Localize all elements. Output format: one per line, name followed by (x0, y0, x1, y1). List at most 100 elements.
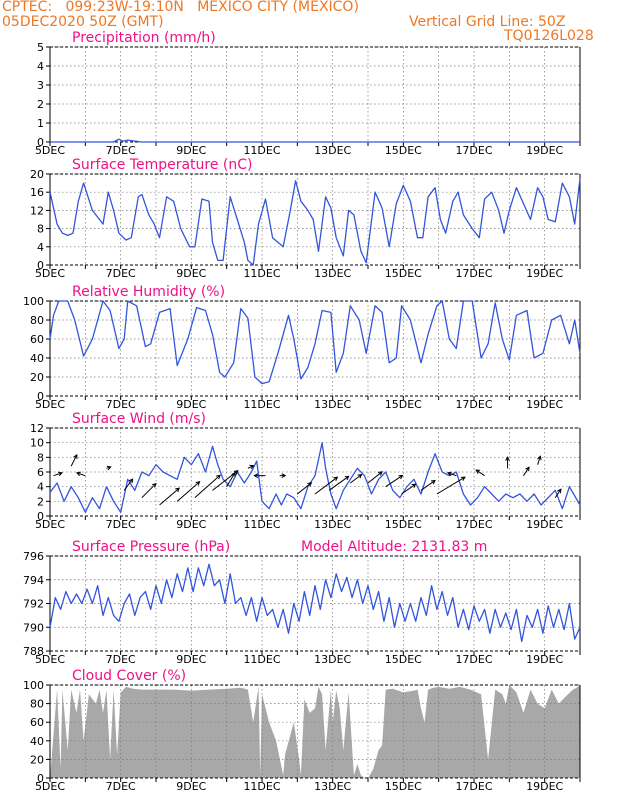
wind-ytick-label: 6 (37, 466, 44, 479)
cloud-xtick-label: 5DEC (35, 780, 65, 793)
temp-ytick-label: 4 (37, 241, 44, 254)
cloud-ytick-label: 20 (30, 753, 44, 766)
wind-vector (447, 472, 457, 477)
rh-xtick-label: 5DEC (35, 398, 65, 411)
pres-xtick-label: 19DEC (526, 653, 563, 666)
cloud-ytick-label: 60 (30, 716, 44, 729)
wind-vector (159, 487, 180, 506)
precip-title: Precipitation (mm/h) (72, 30, 216, 46)
wind-vector-head (333, 476, 339, 482)
wind-vector (350, 474, 362, 484)
rh-ytick-label: 20 (30, 371, 44, 384)
pres-ytick-label: 794 (23, 574, 44, 587)
rh-series-line (49, 300, 581, 385)
rh-ytick-label: 40 (30, 352, 44, 365)
temp-xtick-label: 13DEC (314, 267, 351, 280)
pres-title: Surface Pressure (hPa) (72, 539, 230, 555)
wind-vector (176, 481, 200, 502)
pres-xtick-label: 17DEC (455, 653, 492, 666)
wind-ytick-label: 12 (30, 422, 44, 435)
rh-xtick-label: 15DEC (385, 398, 422, 411)
rh-ytick-label: 80 (30, 314, 44, 327)
rh-title: Relative Humidity (%) (72, 284, 225, 300)
wind-vector (76, 472, 86, 477)
pres-series-line (49, 563, 581, 643)
rh-xtick-label: 19DEC (526, 398, 563, 411)
wind-vector (53, 472, 63, 477)
wind-vector (436, 476, 466, 495)
rh-ytick-label: 60 (30, 333, 44, 346)
pres-xtick-label: 13DEC (314, 653, 351, 666)
cloud-ytick-label: 0 (37, 772, 44, 785)
wind-vector (247, 465, 254, 469)
precip-ytick-label: 3 (37, 79, 44, 92)
precip-ytick-label: 5 (37, 41, 44, 54)
wind-vector-head (73, 454, 78, 459)
rh-xtick-label: 17DEC (455, 398, 492, 411)
wind-xtick-label: 17DEC (455, 518, 492, 531)
precip-xtick-label: 5DEC (35, 144, 65, 157)
wind-vector-head (377, 471, 383, 476)
pres-subtitle: Model Altitude: 2131.83 m (301, 539, 487, 555)
pres-ytick-label: 788 (23, 645, 44, 658)
wind-xtick-label: 19DEC (526, 518, 563, 531)
wind-ytick-label: 2 (37, 495, 44, 508)
pres-ytick-label: 792 (23, 598, 44, 611)
temp-ytick-label: 12 (30, 204, 44, 217)
temp-ytick-label: 16 (30, 186, 44, 199)
precip-ytick-label: 1 (37, 117, 44, 130)
wind-vector-head (216, 474, 221, 480)
wind-ytick-label: 0 (37, 510, 44, 523)
wind-vector-head (128, 478, 134, 484)
rh-xtick-label: 11DEC (243, 398, 280, 411)
wind-xtick-label: 11DEC (243, 518, 280, 531)
wind-vector-head (430, 479, 436, 485)
rh-xtick-label: 9DEC (176, 398, 206, 411)
header-run-code: TQ0126L028 (504, 28, 594, 44)
wind-vector (475, 469, 485, 477)
temp-xtick-label: 11DEC (243, 267, 280, 280)
wind-vector-head (151, 482, 157, 488)
cloud-xtick-label: 19DEC (526, 780, 563, 793)
wind-vector (523, 466, 530, 476)
temp-xtick-label: 19DEC (526, 267, 563, 280)
cloud-ytick-label: 40 (30, 735, 44, 748)
wind-vector-head (253, 473, 259, 479)
header-grid-note: Vertical Grid Line: 50Z (409, 14, 566, 30)
wind-ytick-label: 4 (37, 481, 44, 494)
wind-vector-head (505, 456, 510, 461)
temp-xtick-label: 9DEC (176, 267, 206, 280)
temp-series-line (49, 178, 581, 266)
cloud-xtick-label: 15DEC (385, 780, 422, 793)
wind-vector-head (75, 471, 81, 477)
wind-vector (314, 476, 338, 495)
wind-series-line (49, 442, 581, 513)
wind-vector (70, 454, 78, 467)
cloud-ytick-label: 100 (23, 679, 44, 692)
wind-xtick-label: 7DEC (106, 518, 136, 531)
wind-vector (297, 482, 312, 495)
wind-vector (554, 488, 562, 498)
wind-vector-head (537, 455, 542, 461)
rh-xtick-label: 7DEC (106, 398, 136, 411)
temp-ytick-label: 0 (37, 259, 44, 272)
pres-xtick-label: 7DEC (106, 653, 136, 666)
precip-xtick-label: 15DEC (385, 144, 422, 157)
temp-title: Surface Temperature (nC) (72, 157, 253, 173)
wind-vector (123, 478, 134, 491)
wind-vector-head (411, 483, 417, 489)
precip-ytick-label: 2 (37, 98, 44, 111)
wind-vector-head (344, 475, 350, 481)
cloud-xtick-label: 17DEC (455, 780, 492, 793)
wind-xtick-label: 15DEC (385, 518, 422, 531)
wind-vector-head (233, 470, 239, 475)
wind-vector-head (525, 466, 530, 472)
wind-vector-head (307, 482, 313, 487)
wind-ytick-label: 10 (30, 437, 44, 450)
wind-vector-head (281, 473, 287, 479)
wind-vector-head (446, 471, 452, 477)
wind-xtick-label: 9DEC (176, 518, 206, 531)
precip-xtick-label: 11DEC (243, 144, 280, 157)
wind-vector-head (357, 473, 363, 479)
